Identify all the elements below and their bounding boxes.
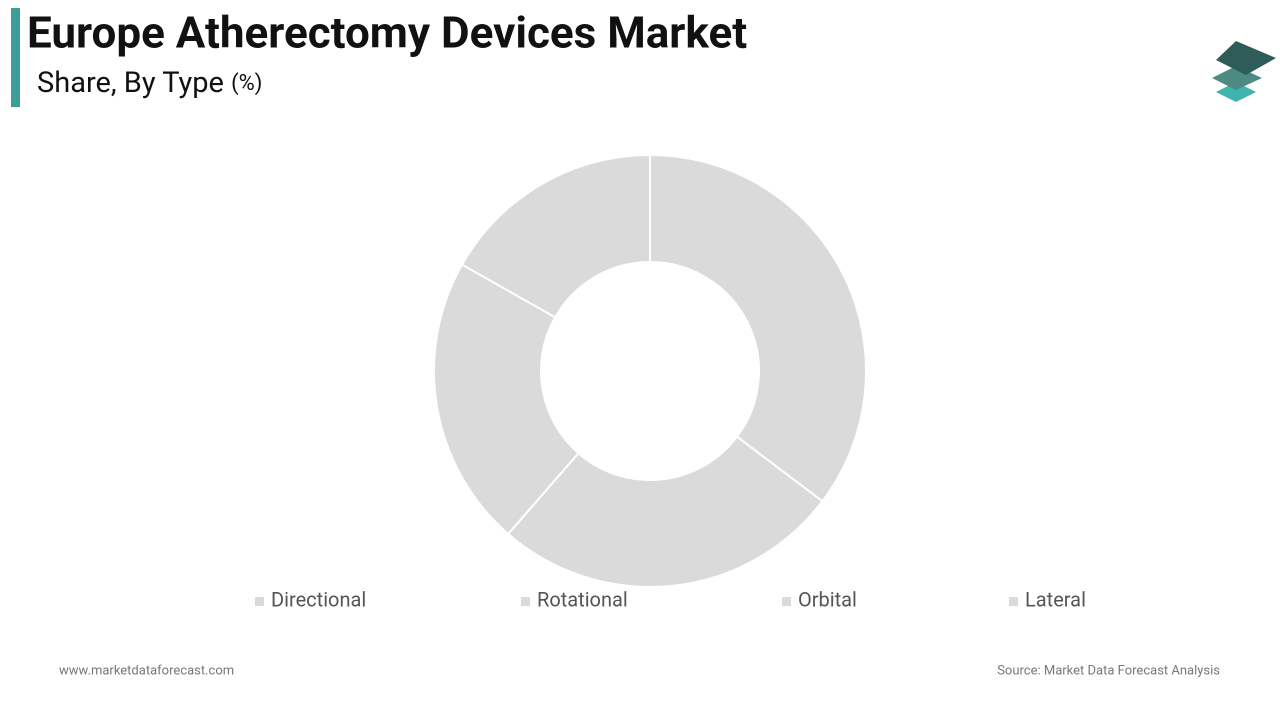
unit: (%) — [231, 71, 262, 96]
donut-slice — [506, 435, 824, 588]
subtitle-text: Share, By Type — [37, 66, 224, 100]
legend-marker — [782, 597, 791, 606]
logo — [1212, 41, 1276, 102]
legend-marker — [255, 597, 264, 606]
legend-marker — [1009, 597, 1018, 606]
legend-label: Lateral — [1025, 587, 1086, 611]
donut-slice — [649, 153, 867, 503]
donut-slice — [460, 153, 651, 319]
legend-label: Directional — [271, 587, 366, 611]
source: Source: Market Data Forecast Analysis — [997, 663, 1220, 678]
chart-subtitle: Share, By Type (%) — [37, 66, 262, 100]
legend-label: Rotational — [537, 587, 628, 611]
legend-marker — [521, 597, 530, 606]
website: www.marketdataforecast.com — [59, 663, 234, 678]
donut-slice — [433, 263, 580, 536]
title-accent — [11, 8, 20, 107]
chart-title: Europe Atherectomy Devices Market — [27, 7, 747, 59]
legend-label: Orbital — [798, 587, 857, 611]
